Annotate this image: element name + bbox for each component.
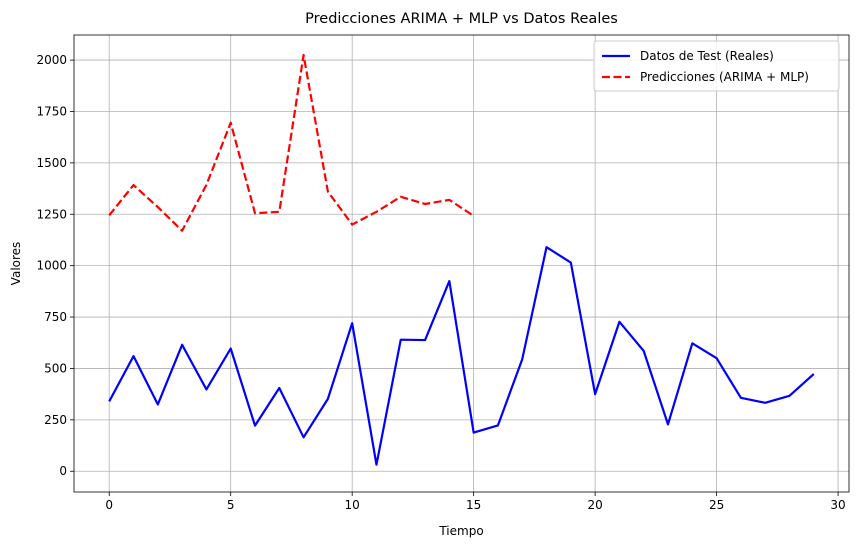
- legend-box: [593, 40, 840, 92]
- legend: Datos de Test (Reales) Predicciones (ARIM…: [593, 40, 840, 92]
- y-tick-label: 2000: [36, 53, 67, 67]
- series-line-1: [108, 246, 815, 466]
- y-tick-label: 1750: [36, 104, 67, 118]
- series-line-2: [108, 53, 475, 232]
- y-tick-label: 1250: [36, 207, 67, 221]
- x-tick-label: 30: [830, 498, 845, 512]
- x-tick-label: 5: [227, 498, 235, 512]
- y-tick-label: 750: [44, 310, 67, 324]
- plot-frame: [73, 34, 850, 493]
- grid-lines: [74, 35, 849, 492]
- x-tick-label: 15: [466, 498, 481, 512]
- y-tick-label: 250: [44, 413, 67, 427]
- x-axis-label: Tiempo: [438, 524, 483, 538]
- legend-label-2: Predicciones (ARIMA + MLP): [640, 70, 809, 84]
- y-tick-label: 1500: [36, 156, 67, 170]
- axis-ticks: 0 5 10 15 20 25 30 0 250 500 750 1000 1250 1500 1750 20…: [36, 53, 845, 512]
- legend-label-1: Datos de Test (Reales): [640, 49, 774, 63]
- x-tick-label: 25: [709, 498, 724, 512]
- y-tick-label: 0: [59, 464, 67, 478]
- x-tick-label: 10: [345, 498, 360, 512]
- series-layer: [108, 53, 815, 466]
- y-tick-label: 500: [44, 361, 67, 375]
- chart-title: Predicciones ARIMA + MLP vs Datos Reales: [305, 11, 618, 27]
- x-tick-label: 20: [587, 498, 602, 512]
- y-axis-label: Valores: [9, 242, 23, 286]
- x-tick-label: 0: [105, 498, 113, 512]
- y-tick-label: 1000: [36, 259, 67, 273]
